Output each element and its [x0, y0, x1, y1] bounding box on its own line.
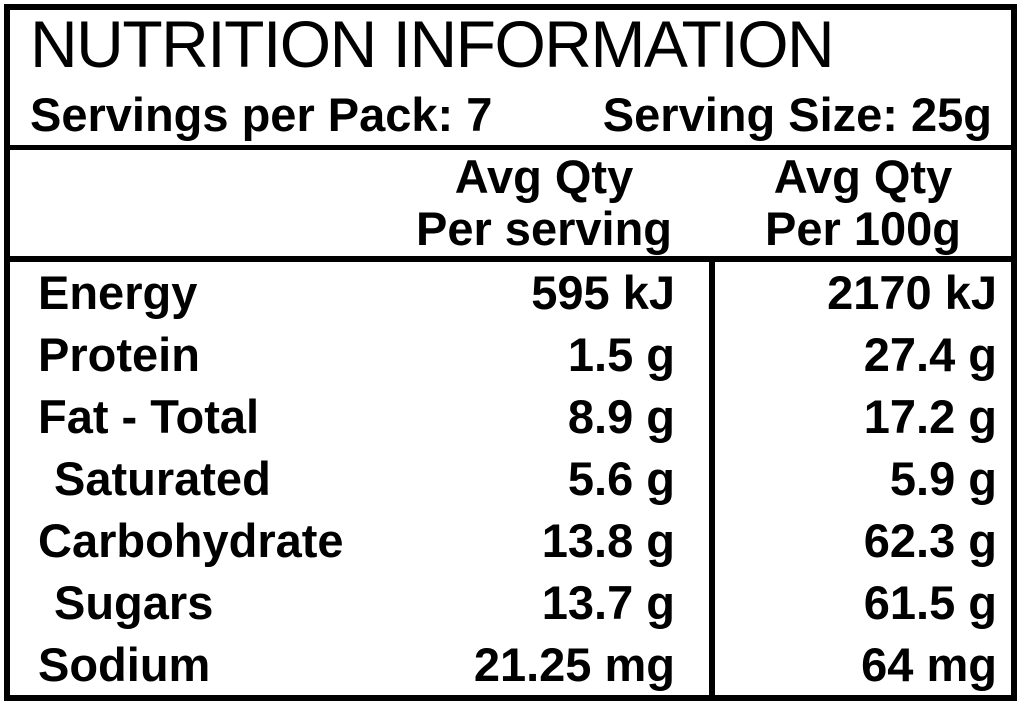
title-section: NUTRITION INFORMATION Servings per Pack:…	[10, 10, 1011, 145]
horizontal-rule-bottom	[10, 256, 1011, 262]
per-serving-value: 8.9 g	[567, 390, 675, 444]
per-100g-value: 64 mg	[861, 637, 997, 691]
nutrient-label: Sugars	[54, 575, 214, 629]
serving-size: Serving Size: 25g	[602, 88, 992, 141]
table-row: 5.9 g	[715, 448, 1011, 510]
per-serving-header-line2: Per serving	[415, 202, 672, 255]
nutrition-panel: NUTRITION INFORMATION Servings per Pack:…	[4, 4, 1017, 701]
table-row: Sugars 13.7 g	[10, 571, 709, 633]
table-row: Fat - Total 8.9 g	[10, 386, 709, 448]
nutrient-label: Carbohydrate	[38, 513, 344, 567]
table-row: Energy 595 kJ	[10, 262, 709, 324]
per-100g-value: 2170 kJ	[827, 266, 997, 320]
nutrient-table-body: Energy 595 kJ Protein 1.5 g Fat - Total …	[10, 262, 1011, 695]
per-100g-column: 2170 kJ 27.4 g 17.2 g 5.9 g 62.3 g 61.5 …	[715, 262, 1011, 695]
per-serving-value: 1.5 g	[567, 328, 675, 382]
table-row: 64 mg	[715, 633, 1011, 695]
panel-title: NUTRITION INFORMATION	[30, 7, 835, 81]
table-row: Carbohydrate 13.8 g	[10, 509, 709, 571]
per-100g-header-line2: Per 100g	[765, 202, 961, 255]
table-row: 27.4 g	[715, 324, 1011, 386]
horizontal-rule-top	[10, 145, 1011, 150]
per-serving-value: 13.7 g	[541, 575, 675, 629]
per-100g-value: 27.4 g	[863, 328, 997, 382]
table-row: Saturated 5.6 g	[10, 448, 709, 510]
table-row: 17.2 g	[715, 386, 1011, 448]
nutrient-label: Protein	[38, 328, 200, 382]
vertical-rule	[709, 262, 715, 695]
table-row: Protein 1.5 g	[10, 324, 709, 386]
per-100g-value: 5.9 g	[889, 452, 997, 505]
servings-line: Servings per Pack: 7 Serving Size: 25g	[30, 89, 992, 141]
column-header-section: Avg Qty Per serving Avg Qty Per 100g	[10, 150, 1011, 256]
table-row: Sodium 21.25 mg	[10, 633, 709, 695]
nutrient-and-serving-column: Energy 595 kJ Protein 1.5 g Fat - Total …	[10, 262, 709, 695]
per-serving-value: 13.8 g	[541, 513, 675, 567]
per-100g-value: 17.2 g	[863, 390, 997, 444]
per-100g-value: 61.5 g	[863, 575, 997, 629]
servings-per-pack: Servings per Pack: 7	[30, 88, 493, 141]
table-row: 62.3 g	[715, 509, 1011, 571]
per-serving-header-line1: Avg Qty	[454, 150, 634, 203]
table-row: 2170 kJ	[715, 262, 1011, 324]
per-100g-header-line1: Avg Qty	[773, 150, 953, 203]
column-header-per-serving: Avg Qty Per serving	[416, 151, 672, 255]
per-serving-value: 5.6 g	[567, 452, 675, 505]
nutrient-label: Sodium	[38, 637, 211, 691]
nutrient-label: Energy	[38, 266, 198, 320]
per-serving-value: 595 kJ	[531, 266, 675, 320]
per-serving-value: 21.25 mg	[473, 637, 675, 691]
per-100g-value: 62.3 g	[863, 513, 997, 567]
nutrient-label: Fat - Total	[38, 390, 260, 444]
column-header-per-100g: Avg Qty Per 100g	[715, 151, 1011, 255]
nutrient-label: Saturated	[54, 452, 271, 505]
table-row: 61.5 g	[715, 571, 1011, 633]
